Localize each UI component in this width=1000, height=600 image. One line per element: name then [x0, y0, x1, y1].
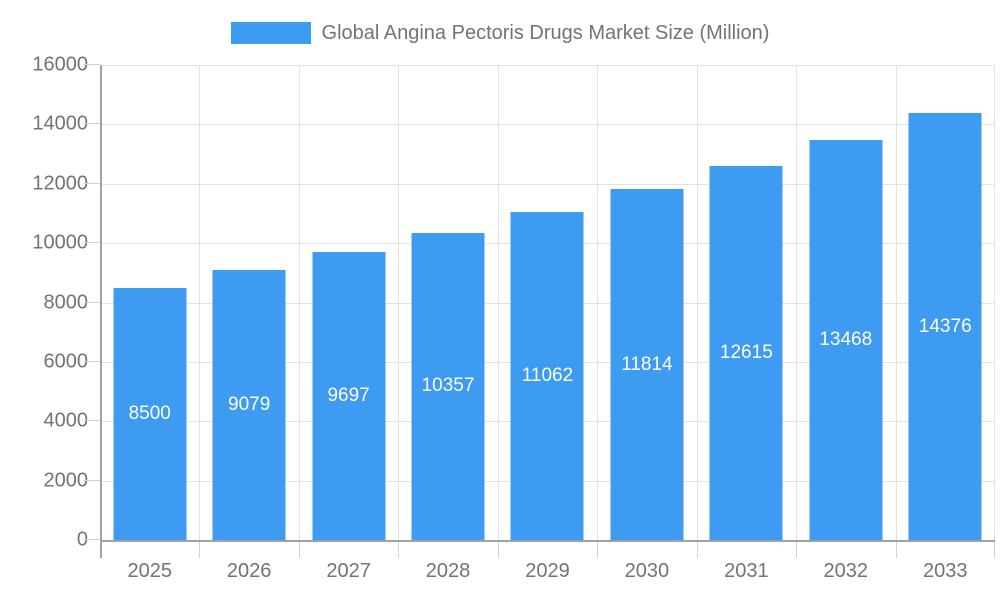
x-tick: [298, 540, 300, 558]
y-axis-line: [100, 65, 102, 558]
bar: 9079: [212, 270, 286, 540]
bar: 11062: [510, 211, 584, 540]
legend-label: Global Angina Pectoris Drugs Market Size…: [321, 21, 770, 44]
bar: 10357: [411, 232, 485, 540]
bar-category: 11062: [498, 65, 597, 540]
y-tick: [84, 420, 100, 422]
x-tick-label: 2026: [226, 560, 272, 582]
gridline-vertical: [895, 65, 897, 540]
bar-value-label: 11814: [621, 353, 673, 375]
bar-value-label: 14376: [918, 315, 972, 337]
y-tick: [84, 123, 100, 125]
bar: 12615: [709, 165, 783, 540]
x-tick-label: 2033: [922, 560, 968, 582]
x-tick: [199, 540, 201, 558]
y-tick: [84, 301, 100, 303]
bar-category: 9079: [199, 65, 298, 540]
x-tick-label: 2029: [525, 560, 570, 582]
bar-category: 14376: [896, 65, 995, 540]
x-tick: [895, 540, 897, 558]
x-tick: [597, 540, 599, 558]
bar: 13468: [809, 140, 883, 540]
bar-category: 8500: [100, 65, 199, 540]
bar-category: 12615: [697, 65, 796, 540]
gridline-vertical: [199, 65, 201, 540]
bar-category: 9697: [299, 65, 398, 540]
bar-value-label: 9697: [327, 385, 370, 407]
bar-category: 13468: [796, 65, 895, 540]
x-tick-label: 2025: [127, 560, 172, 582]
y-tick-label: 6000: [43, 350, 89, 373]
gridline-horizontal: [100, 65, 995, 66]
gridline-vertical: [796, 65, 798, 540]
x-tick-label: 2028: [425, 560, 471, 582]
gridline-vertical: [497, 65, 499, 540]
x-tick: [994, 540, 995, 558]
x-axis-line: [100, 540, 995, 542]
x-tick-label: 2030: [624, 560, 670, 582]
y-tick-label: 10000: [32, 231, 88, 254]
y-tick-label: 0: [76, 528, 88, 551]
bar-value-label: 12615: [719, 341, 773, 363]
x-tick-label: 2031: [724, 560, 769, 582]
bar-value-label: 8500: [128, 402, 171, 424]
gridline-vertical: [398, 65, 400, 540]
x-tick-label: 2032: [823, 560, 869, 582]
y-tick-label: 4000: [43, 409, 89, 432]
bar-value-label: 13468: [819, 329, 873, 351]
x-tick: [696, 540, 698, 558]
y-tick: [84, 64, 100, 65]
bar-category: 11814: [597, 65, 696, 540]
gridline-vertical: [994, 65, 995, 540]
y-tick-label: 12000: [32, 172, 88, 195]
y-tick-label: 14000: [32, 112, 88, 135]
bar: 9697: [312, 252, 386, 540]
bar-value-label: 11062: [521, 364, 574, 386]
legend-swatch-icon: [230, 22, 311, 44]
bar-value-label: 9079: [228, 394, 271, 416]
y-tick: [84, 539, 100, 540]
bar-category: 10357: [398, 65, 497, 540]
y-tick-label: 8000: [43, 291, 89, 313]
bar: 11814: [610, 189, 684, 540]
gridline-horizontal: [100, 183, 995, 185]
y-tick: [84, 182, 100, 184]
gridline-vertical: [597, 65, 599, 540]
gridline-vertical: [696, 65, 698, 540]
bar: 8500: [113, 287, 187, 540]
x-tick: [497, 540, 499, 558]
bar: 14376: [908, 113, 982, 540]
x-axis-labels: 2025 2026 2027 2028 2029 2030 2031 2032 2033: [100, 556, 995, 586]
y-tick: [84, 242, 100, 244]
bars-container: 8500 9079 9697 10357 11062 11814 12615 13468 143…: [100, 65, 995, 540]
x-tick: [398, 540, 400, 558]
y-tick: [84, 360, 100, 362]
y-tick-label: 2000: [43, 469, 89, 492]
x-axis-ticks: [100, 540, 995, 558]
plot-area: 8500 9079 9697 10357 11062 11814 12615 13468 143…: [100, 65, 995, 540]
y-axis-labels: 0 2000 4000 6000 8000 10000 12000 14000 16000: [0, 54, 89, 551]
x-tick: [796, 540, 798, 558]
chart-legend: Global Angina Pectoris Drugs Market Size…: [0, 19, 1000, 47]
y-tick-label: 16000: [32, 53, 88, 76]
gridline-horizontal: [100, 124, 995, 126]
y-axis-ticks: [84, 64, 100, 540]
gridline-vertical: [298, 65, 300, 540]
y-tick: [84, 479, 100, 481]
x-tick-label: 2027: [326, 560, 371, 582]
bar-value-label: 10357: [421, 375, 475, 397]
